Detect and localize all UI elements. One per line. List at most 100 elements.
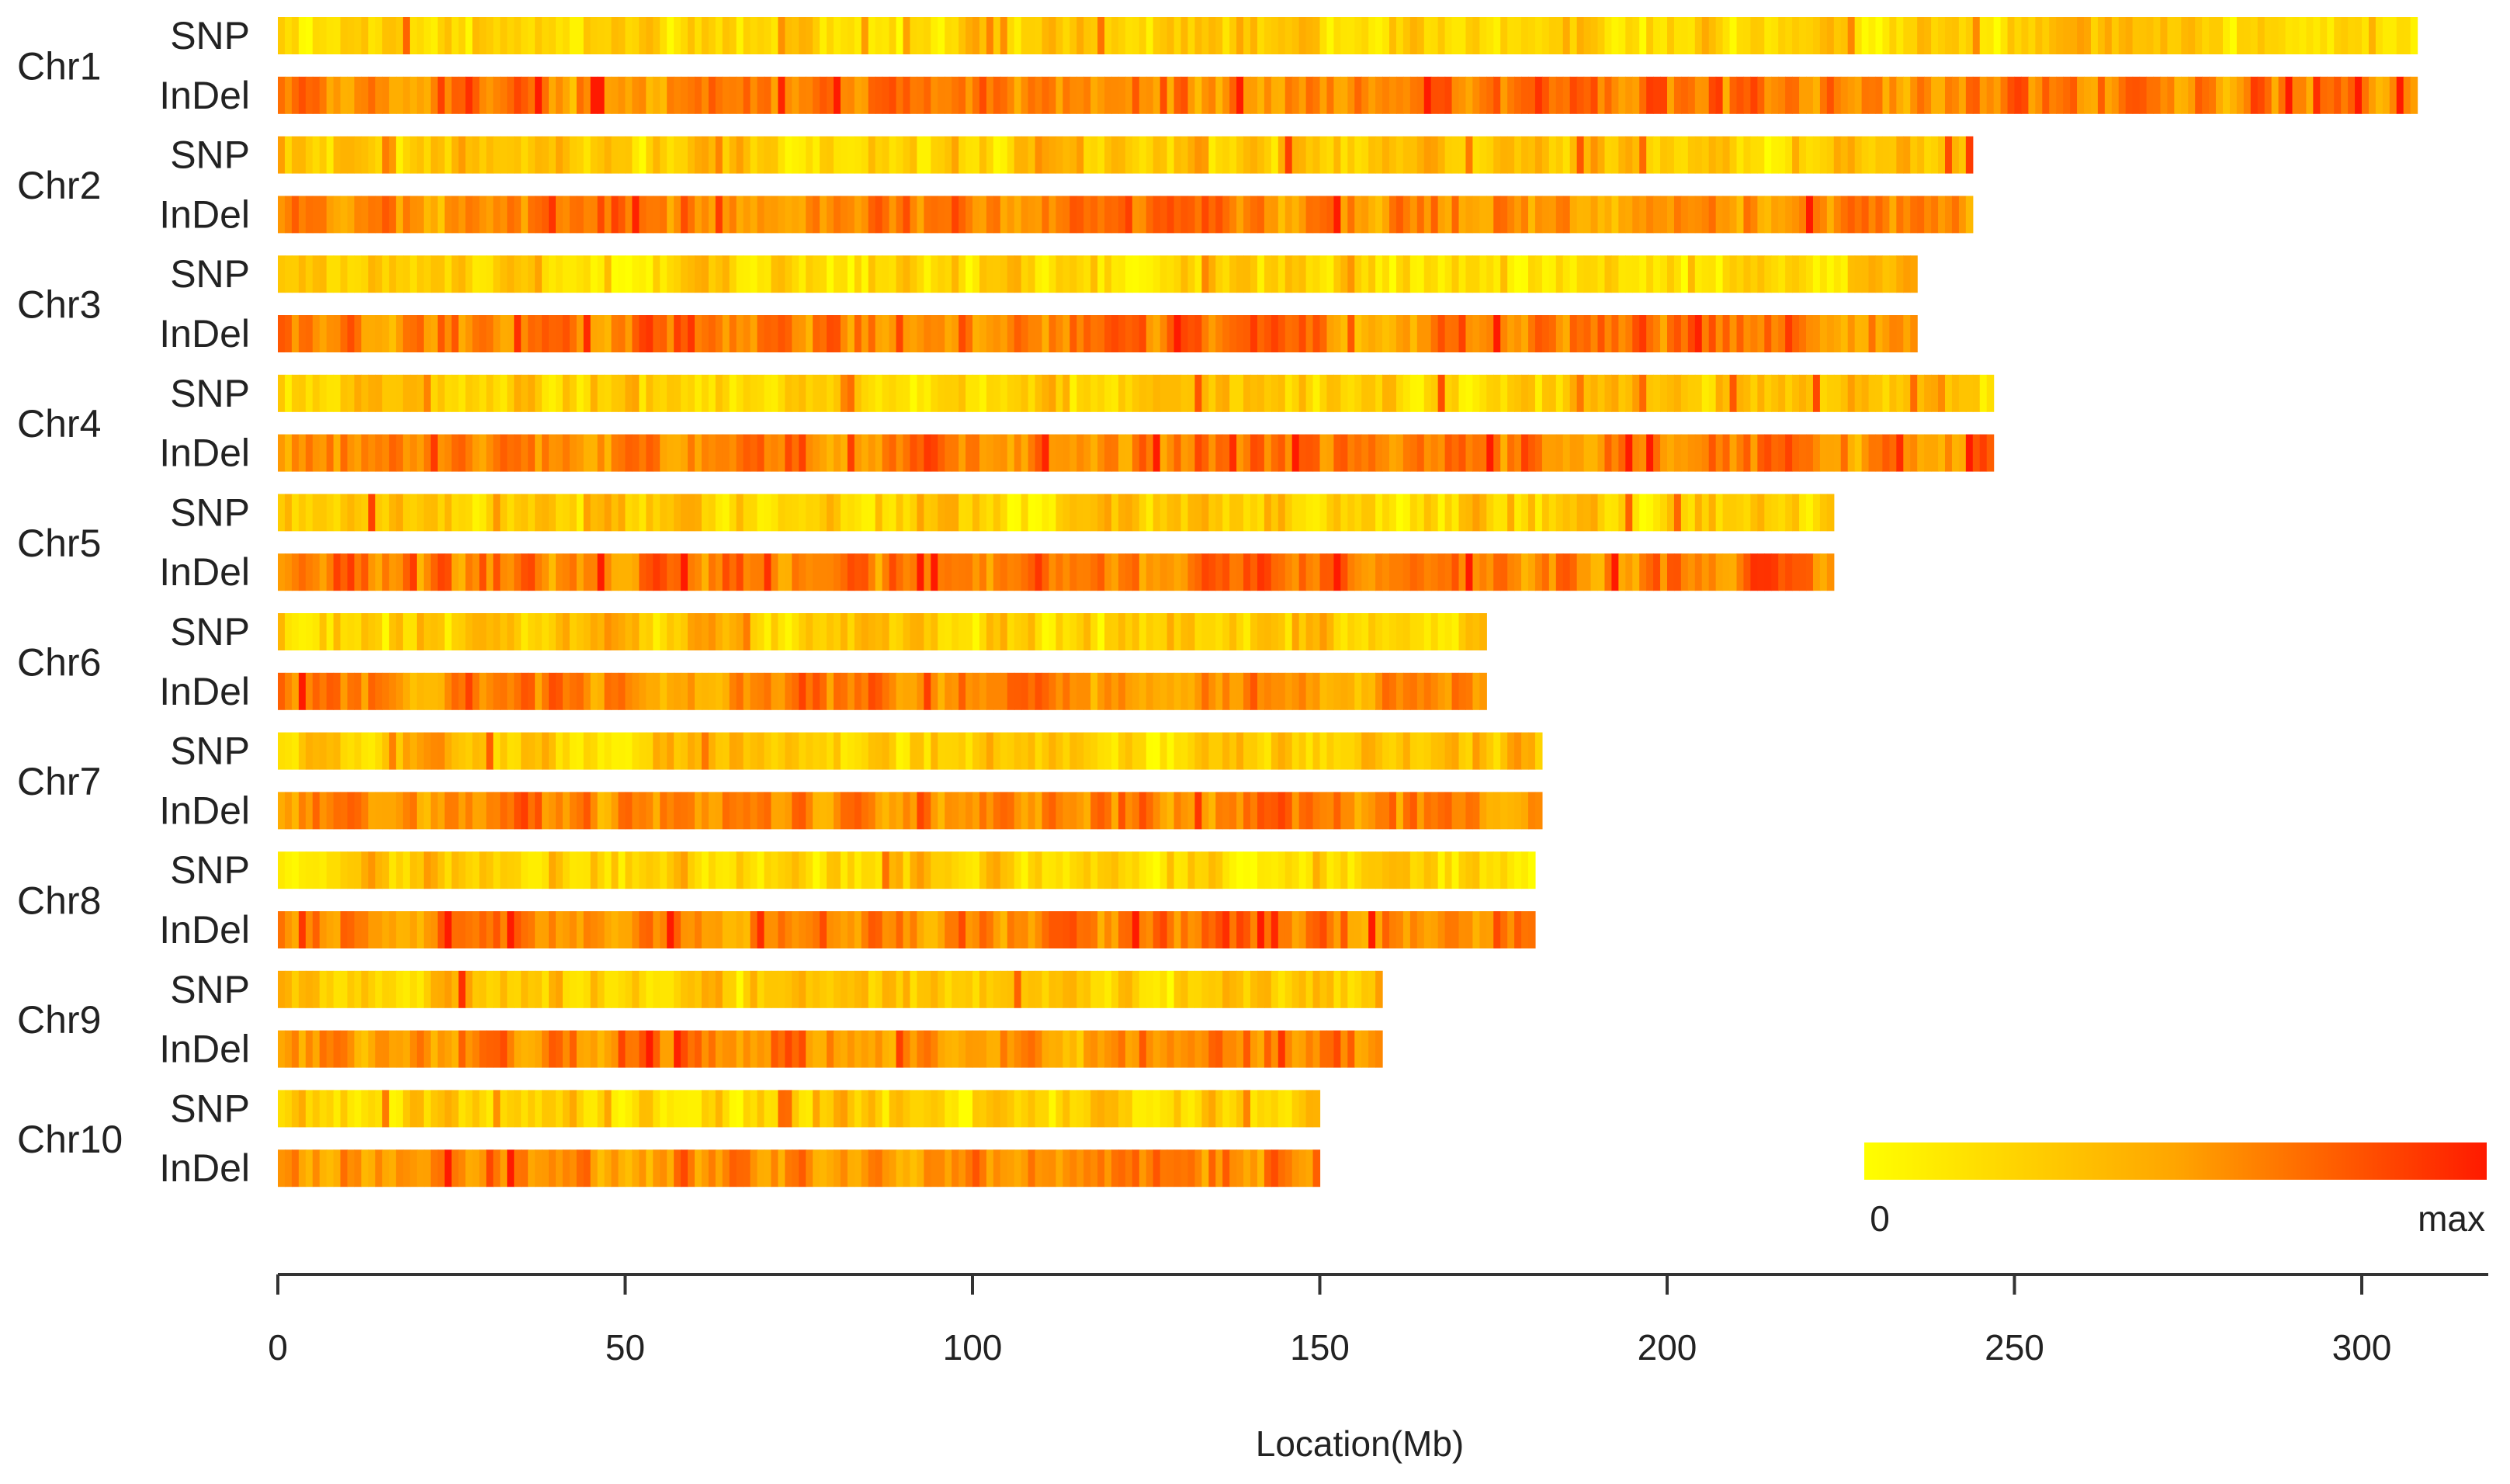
density-bin: [451, 553, 459, 591]
density-bin: [1097, 672, 1105, 710]
density-bin: [1528, 732, 1536, 770]
density-bin: [785, 732, 792, 770]
density-bin: [945, 792, 952, 830]
density-bin: [903, 1149, 911, 1188]
density-bin: [604, 672, 612, 710]
density-bin: [1819, 17, 1828, 54]
density-bin: [549, 970, 556, 1008]
density-bin: [847, 374, 855, 412]
density-bin: [291, 1149, 300, 1188]
density-bin: [778, 494, 785, 532]
density-bin: [1757, 434, 1765, 472]
density-bin: [993, 315, 1001, 352]
density-bin: [729, 911, 737, 948]
density-bin: [827, 613, 834, 650]
density-bin: [1465, 374, 1473, 412]
density-bin: [1680, 374, 1689, 412]
density-bin: [1076, 136, 1084, 174]
density-bin: [562, 1090, 570, 1128]
density-bin: [583, 434, 591, 472]
density-bin: [1104, 553, 1112, 591]
density-bin: [889, 553, 897, 591]
density-bin: [417, 672, 425, 710]
density-bin: [834, 851, 841, 889]
density-bin: [1319, 136, 1328, 174]
chromosome-rows: Chr1SNPInDelChr2SNPInDelChr3SNPInDelChr4…: [17, 14, 2418, 1190]
x-tick-label: 50: [605, 1327, 645, 1368]
density-bin: [611, 970, 619, 1008]
density-bin: [417, 315, 425, 352]
density-bin: [924, 911, 931, 948]
density-bin: [715, 851, 723, 889]
density-bin: [1402, 672, 1411, 710]
density-bin: [1493, 255, 1501, 293]
density-bin: [813, 76, 820, 114]
density-bin: [896, 732, 904, 770]
density-bin: [535, 1149, 543, 1188]
density-bin: [1395, 17, 1404, 54]
density-bin: [1111, 911, 1119, 948]
density-bin: [1889, 374, 1897, 412]
density-bin: [979, 1149, 987, 1188]
density-bin: [1146, 1090, 1154, 1128]
density-bin: [2160, 17, 2168, 54]
density-bin: [1514, 732, 1522, 770]
density-bin: [806, 76, 813, 114]
density-bin: [305, 613, 314, 650]
density-bin: [1139, 1149, 1147, 1188]
density-bin: [1174, 970, 1182, 1008]
density-bin: [938, 911, 945, 948]
density-bin: [1035, 255, 1043, 293]
density-bin: [1910, 255, 1918, 293]
density-bin: [1278, 76, 1286, 114]
density-bin: [312, 911, 321, 948]
density-bin: [1534, 434, 1543, 472]
density-bin: [1160, 196, 1168, 234]
density-bin: [917, 851, 924, 889]
density-bin: [1201, 17, 1209, 54]
density-bin: [827, 553, 834, 591]
density-bin: [959, 911, 966, 948]
density-bin: [847, 1090, 855, 1128]
density-bin: [437, 970, 445, 1008]
density-bin: [1833, 315, 1842, 352]
density-bin: [1160, 315, 1168, 352]
density-bin: [507, 1030, 515, 1068]
density-bin: [945, 970, 952, 1008]
density-bin: [1243, 136, 1251, 174]
density-bin: [729, 1090, 737, 1128]
density-bin: [1187, 970, 1195, 1008]
density-bin: [1667, 494, 1675, 532]
density-bin: [604, 315, 612, 352]
density-bin: [542, 911, 549, 948]
density-bin: [1451, 434, 1460, 472]
density-bin: [667, 196, 674, 234]
density-bin: [1423, 17, 1432, 54]
density-bin: [979, 76, 987, 114]
density-bin: [875, 374, 883, 412]
density-bin: [583, 494, 591, 532]
density-bin: [1389, 255, 1397, 293]
density-bin: [305, 672, 314, 710]
density-bin: [458, 911, 466, 948]
density-bin: [1472, 672, 1480, 710]
density-bin: [1903, 196, 1911, 234]
density-bin: [1035, 1030, 1043, 1068]
density-bin: [417, 1149, 425, 1188]
density-bin: [986, 76, 994, 114]
density-bin: [695, 494, 702, 532]
density-bin: [583, 672, 591, 710]
density-bin: [1180, 196, 1189, 234]
density-bin: [1771, 136, 1779, 174]
density-bin: [284, 911, 293, 948]
density-bin: [1534, 76, 1543, 114]
density-bin: [417, 196, 425, 234]
density-bin: [722, 1030, 730, 1068]
density-bin: [1042, 315, 1050, 352]
density-bin: [715, 672, 723, 710]
density-bin: [1534, 17, 1543, 54]
density-bin: [1021, 911, 1029, 948]
density-bin: [938, 494, 945, 532]
density-bin: [1576, 255, 1585, 293]
